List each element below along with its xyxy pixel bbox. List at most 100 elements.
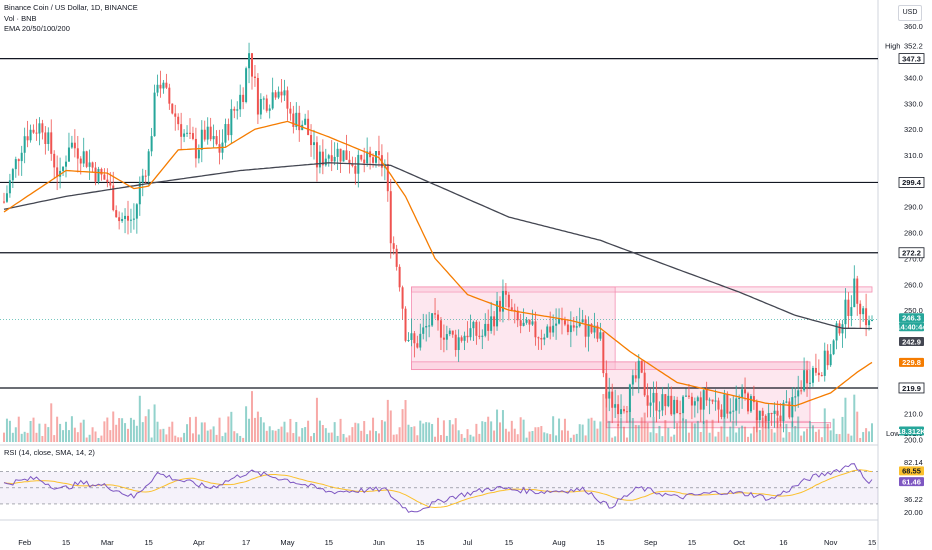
volume-bar	[67, 430, 70, 442]
candle-body	[150, 136, 153, 152]
candle-body	[389, 191, 392, 244]
candle-body	[637, 360, 640, 379]
candle-body	[307, 118, 310, 136]
volume-bar	[259, 417, 262, 442]
candle-body	[342, 150, 345, 162]
candle-body	[590, 324, 593, 333]
volume-bar	[445, 435, 448, 442]
candle-body	[773, 410, 776, 414]
range-zone	[605, 361, 811, 422]
volume-bar	[156, 421, 159, 442]
ema200-tag-bg	[899, 337, 924, 347]
volume-bar	[478, 433, 481, 442]
rsi-tag-text: 61.46	[902, 477, 921, 486]
volume-bar	[679, 425, 682, 442]
price-tick-label: 310.0	[904, 151, 923, 160]
candle-body	[758, 410, 761, 421]
level-299-tag: 299.4	[899, 177, 924, 188]
candle-body	[85, 151, 88, 167]
volume-bar	[348, 435, 351, 442]
volume-bar	[764, 420, 767, 442]
candle-body	[422, 327, 425, 334]
candle-body	[826, 350, 829, 366]
candle-body	[661, 394, 664, 411]
candles	[3, 42, 873, 433]
candle-body	[587, 324, 590, 337]
volume-bar	[363, 421, 366, 442]
candle-body	[212, 136, 215, 140]
volume-bar	[256, 411, 259, 442]
candle-body	[566, 324, 569, 333]
rsi-tag: 61.46	[899, 477, 924, 486]
volume-bar	[404, 400, 407, 442]
volume-bar	[197, 434, 200, 442]
candle-body	[472, 321, 475, 329]
candle-body	[171, 103, 174, 114]
volume-bar	[327, 432, 330, 442]
volume-bar	[758, 429, 761, 442]
candle-body	[431, 313, 434, 326]
candle-body	[168, 87, 171, 104]
volume-bar	[395, 434, 398, 442]
candle-body	[543, 337, 546, 340]
volume-legend[interactable]: Vol · BNB	[4, 13, 37, 23]
volume-bar	[859, 437, 862, 442]
volume-bar	[563, 418, 566, 442]
candle-body	[109, 182, 112, 186]
candle-body	[696, 397, 699, 402]
candle-body	[844, 299, 847, 325]
volume-bar	[91, 427, 94, 442]
volume-bar	[484, 421, 487, 442]
rsi-legend[interactable]: RSI (14, close, SMA, 14, 2)	[4, 448, 95, 457]
volume-bar	[115, 424, 118, 442]
candle-body	[434, 313, 437, 315]
candle-body	[215, 136, 218, 145]
level-347-tag: 347.3	[899, 53, 924, 64]
candle-body	[189, 132, 191, 134]
volume-bar	[174, 435, 177, 442]
candle-body	[829, 354, 832, 366]
candle-body	[183, 133, 186, 137]
candle-body	[442, 337, 445, 340]
volume-bar	[729, 426, 732, 442]
time-tick-label: 15	[416, 538, 424, 547]
ema-legend[interactable]: EMA 20/50/100/200	[4, 24, 70, 33]
volume-tag-text: 18.312K	[897, 427, 926, 436]
volume-bar	[186, 424, 189, 442]
volume-bar	[434, 436, 437, 442]
candle-body	[463, 335, 466, 341]
candle-body	[496, 300, 499, 327]
volume-bar	[437, 417, 439, 442]
volume-bar	[330, 432, 333, 442]
candle-body	[401, 287, 404, 309]
candle-body	[596, 325, 599, 339]
volume-bar	[546, 433, 549, 442]
candle-body	[97, 168, 100, 182]
candle-body	[17, 159, 20, 162]
candle-body	[315, 142, 318, 168]
candle-body	[50, 132, 53, 154]
high-value: 352.2	[904, 42, 923, 51]
candle-body	[103, 174, 106, 180]
candle-body	[797, 390, 800, 397]
candle-body	[749, 396, 752, 412]
volume-bar	[516, 434, 519, 442]
volume-bar	[377, 433, 380, 442]
candle-body	[138, 182, 141, 205]
symbol-title[interactable]: Binance Coin / US Dollar, 1D, BINANCE	[4, 3, 138, 12]
volume-bar	[513, 428, 516, 442]
time-axis: Feb 15 Mar 15 Apr 17 May 15 Jun 15 Jul 15 Aug 15 Sep 15…	[18, 538, 876, 547]
candle-body	[410, 333, 413, 341]
ema20-tag-text: 229.8	[902, 358, 921, 367]
volume-bar	[690, 422, 693, 442]
volume-bar	[634, 424, 637, 442]
volume-bar	[47, 427, 50, 442]
volume-bar	[268, 426, 271, 442]
candle-body	[519, 320, 522, 326]
candle-body	[313, 142, 315, 146]
candle-body	[286, 90, 289, 109]
currency-button[interactable]: USD	[898, 5, 922, 21]
candle-body	[673, 399, 676, 415]
candle-body	[634, 375, 637, 379]
